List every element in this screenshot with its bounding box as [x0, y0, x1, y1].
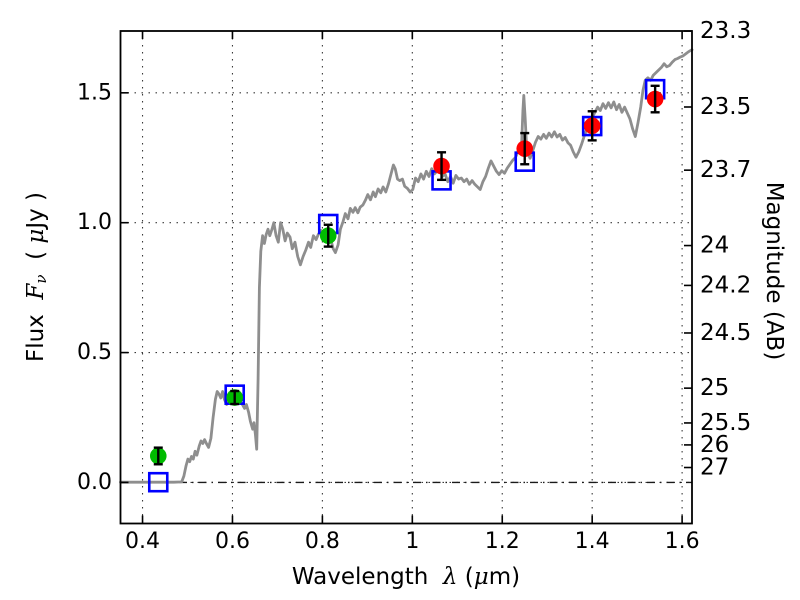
- x-tick-label: 0.6: [215, 529, 250, 554]
- x-tick-label: 1.6: [665, 529, 700, 554]
- tick-label-layer: 0.4 0.6 0.8 1 1.2 1.4 1.6 0.0 0.5 1.0 1.5 23.3 23.5 2…: [77, 18, 751, 554]
- y2-tick-label: 25.5: [700, 410, 751, 436]
- y-tick-label: 0.0: [77, 470, 112, 495]
- y2-tick-label: 27: [700, 455, 729, 481]
- y-tick-label: 0.5: [77, 340, 112, 365]
- model-photometry-square: [147, 471, 169, 493]
- y2-tick-label: 23.3: [700, 18, 751, 44]
- x-tick-label: 0.4: [125, 529, 160, 554]
- y-tick-label: 1.0: [77, 210, 112, 235]
- x-tick-label: 1.4: [575, 529, 610, 554]
- grid-layer: [120, 31, 692, 524]
- y-axis-label: Flux Fν ( μJy ): [23, 192, 50, 362]
- y2-tick-label: 24.5: [700, 320, 751, 346]
- y2-tick-label: 25: [700, 375, 729, 401]
- spectrum-line: [119, 48, 694, 484]
- y2-axis-label: Magnitude (AB): [761, 182, 787, 361]
- y2-tick-label: 24: [700, 233, 729, 259]
- x-axis-label: Wavelength λ (μm): [292, 564, 520, 590]
- x-tick-label: 1: [405, 529, 419, 554]
- y2-tick-label: 23.7: [700, 157, 751, 183]
- x-tick-label: 1.2: [485, 529, 520, 554]
- x-tick-label: 0.8: [305, 529, 340, 554]
- y2-tick-label: 23.5: [700, 94, 751, 120]
- y2-tick-label: 26: [700, 432, 729, 458]
- axes-layer: [119, 30, 693, 525]
- data-layer: [119, 48, 694, 493]
- y-tick-label: 1.5: [77, 80, 112, 105]
- y2-tick-label: 24.2: [700, 272, 751, 298]
- plot-border: [119, 30, 693, 525]
